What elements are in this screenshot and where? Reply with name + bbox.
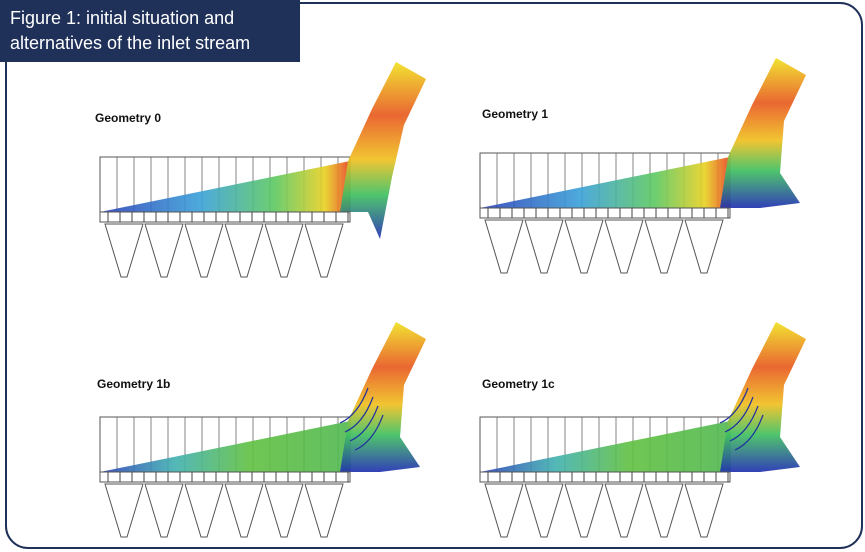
geometry-panel bbox=[480, 322, 806, 537]
figure: Figure 1: initial situation and alternat… bbox=[0, 0, 865, 552]
hopper bbox=[185, 484, 223, 537]
hopper bbox=[225, 224, 263, 277]
hopper bbox=[305, 484, 343, 537]
hopper bbox=[685, 220, 723, 273]
hopper bbox=[105, 484, 143, 537]
flow-wedge bbox=[480, 157, 730, 208]
panel-label: Geometry 1 bbox=[482, 107, 548, 121]
title-line: Figure 1: initial situation and bbox=[10, 8, 234, 28]
hopper bbox=[145, 484, 183, 537]
hopper bbox=[265, 224, 303, 277]
hopper bbox=[565, 484, 603, 537]
hopper bbox=[525, 484, 563, 537]
hopper bbox=[265, 484, 303, 537]
hopper bbox=[525, 220, 563, 273]
panel-label: Geometry 1c bbox=[482, 377, 555, 391]
hopper bbox=[145, 224, 183, 277]
flow-wedge bbox=[100, 161, 350, 212]
hopper bbox=[485, 220, 523, 273]
hopper bbox=[305, 224, 343, 277]
geometry-panel bbox=[480, 58, 806, 273]
inlet-duct bbox=[720, 58, 806, 208]
hopper bbox=[565, 220, 603, 273]
hopper bbox=[105, 224, 143, 277]
panel-label: Geometry 1b bbox=[97, 377, 170, 391]
hopper bbox=[605, 220, 643, 273]
inlet-duct bbox=[720, 322, 806, 472]
panel-label: Geometry 0 bbox=[95, 111, 161, 125]
hopper bbox=[225, 484, 263, 537]
inlet-duct bbox=[340, 322, 426, 472]
hopper bbox=[685, 484, 723, 537]
geometry-panel bbox=[100, 322, 426, 537]
hopper bbox=[485, 484, 523, 537]
hopper bbox=[645, 484, 683, 537]
hopper bbox=[645, 220, 683, 273]
geometry-panel bbox=[100, 62, 426, 277]
panels: Geometry 0 Geometry 1 Geometry 1b Geometry … bbox=[95, 58, 806, 537]
hopper bbox=[185, 224, 223, 277]
hopper bbox=[605, 484, 643, 537]
flow-wedge bbox=[100, 421, 350, 472]
title-line: alternatives of the inlet stream bbox=[10, 33, 250, 53]
inlet-duct bbox=[340, 62, 426, 239]
flow-wedge bbox=[480, 421, 730, 472]
